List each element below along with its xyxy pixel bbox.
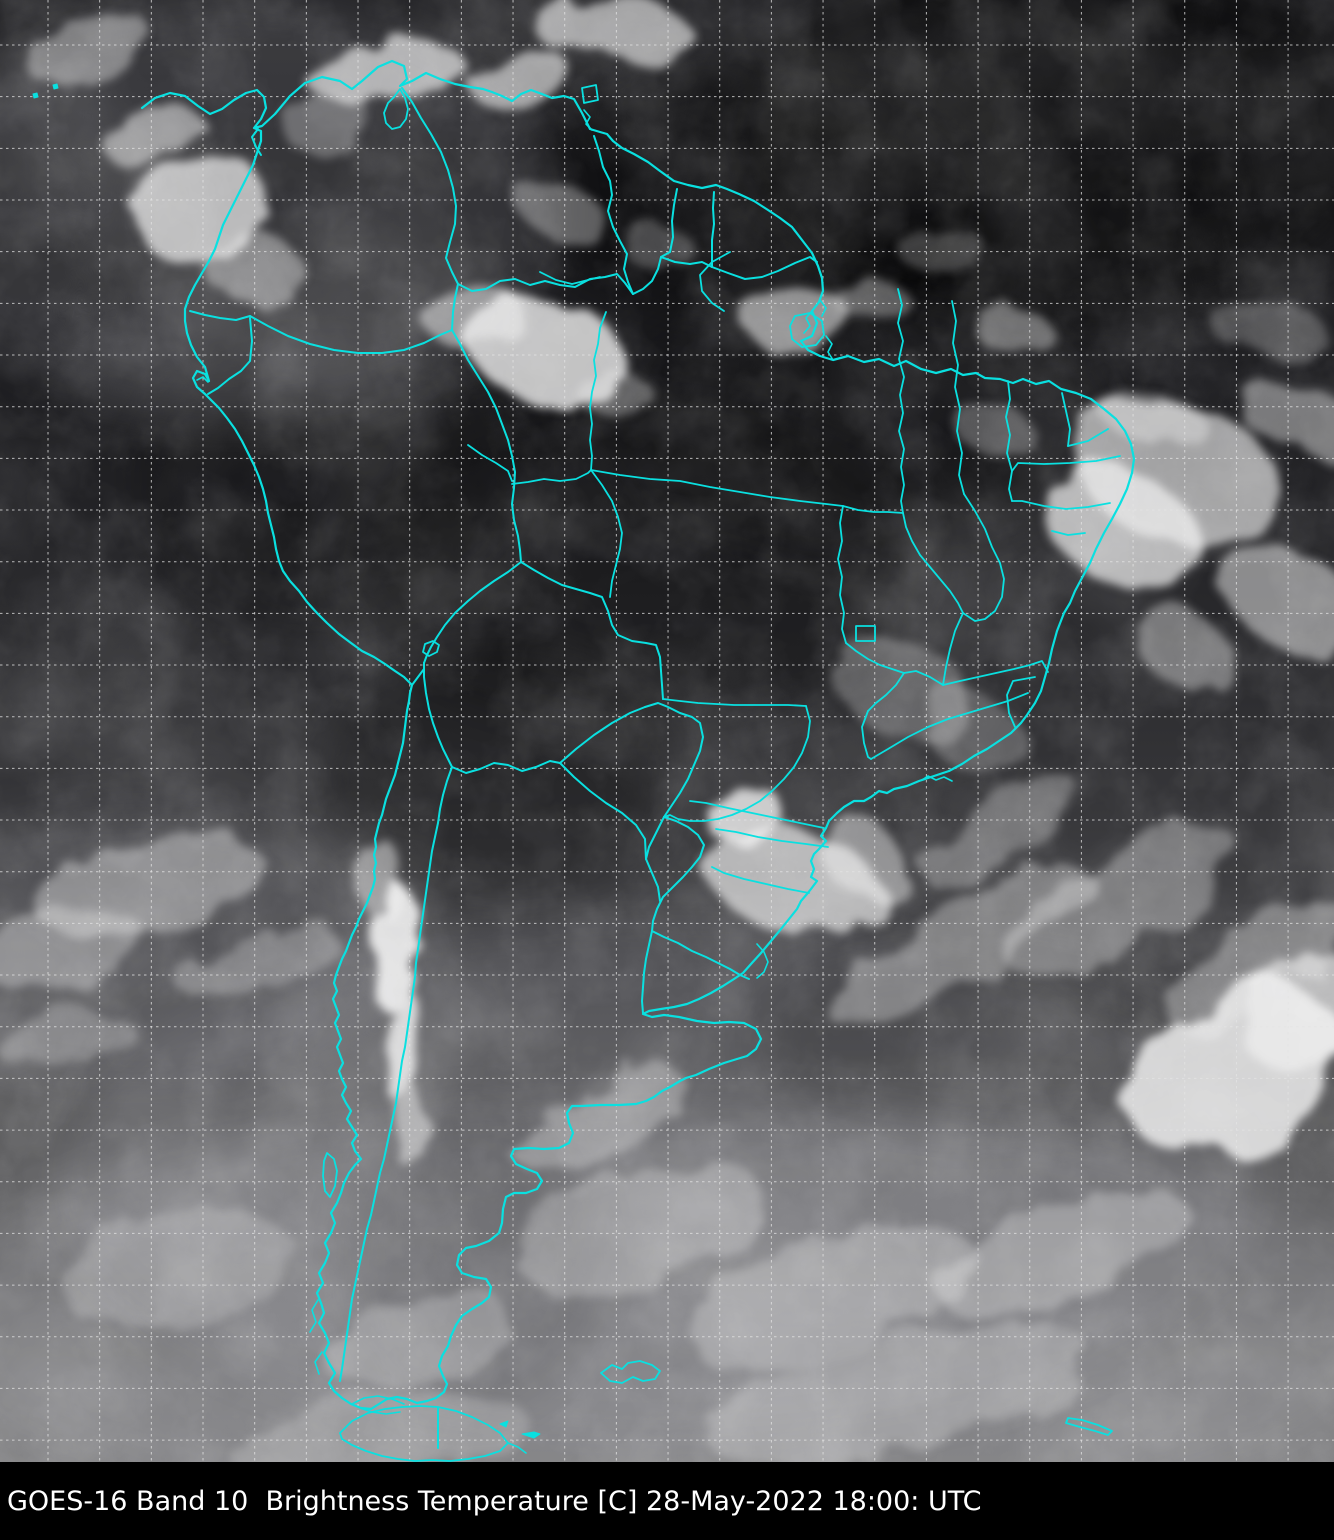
political-borders-overlay [32, 59, 1136, 1462]
state-borders [467, 251, 1121, 894]
cloud-texture-fine [0, 0, 1334, 1462]
latlon-grid [0, 0, 1334, 1462]
satellite-image-area [0, 0, 1334, 1462]
caption-bar: GOES-16 Band 10 Brightness Temperature [… [0, 1462, 1334, 1540]
country-borders [189, 87, 818, 1449]
satellite-image [0, 0, 1334, 1462]
filled-islets [32, 83, 541, 1439]
caption-text: GOES-16 Band 10 Brightness Temperature [… [7, 1485, 982, 1517]
river-channels [196, 109, 953, 1454]
islands-lakes [322, 84, 1113, 1462]
